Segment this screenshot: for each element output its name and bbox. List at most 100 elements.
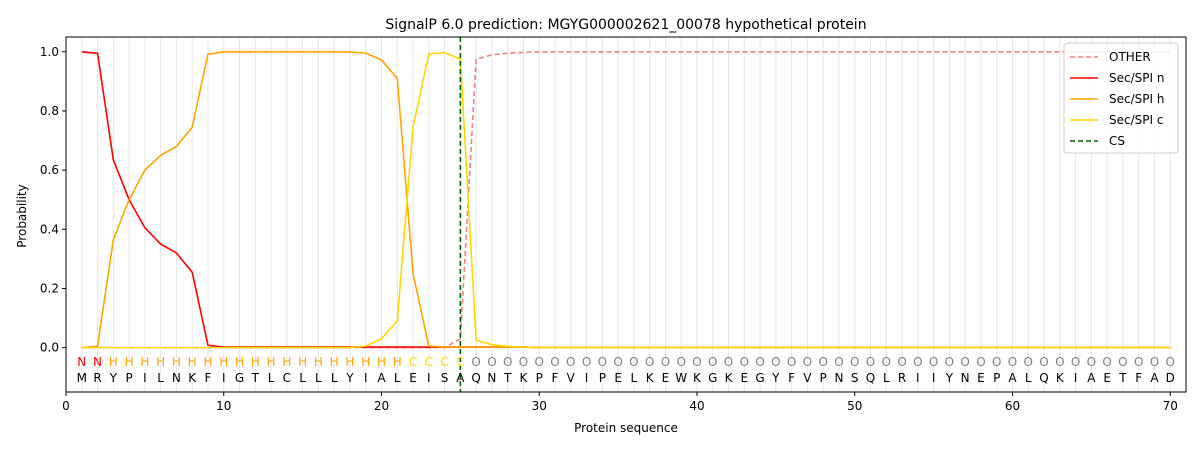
region-label: H [219,355,228,369]
sequence-residue: I [1074,371,1078,385]
region-label: O [787,355,796,369]
sequence-residue: W [675,371,687,385]
sequence-residue: V [567,371,576,385]
sequence-residue: I [916,371,920,385]
region-label: O [1055,355,1064,369]
region-label: O [598,355,607,369]
sequence-residue: F [552,371,559,385]
sequence-residue: N [834,371,843,385]
sequence-residue: Y [109,371,118,385]
series-line-sec-spi-n [81,50,1171,349]
region-label: C [425,355,433,369]
y-tick-label: 1.0 [40,45,59,59]
region-label: O [661,355,670,369]
sequence-residue: Y [345,371,354,385]
sequence-residue: L [157,371,164,385]
plot-frame [65,36,1187,393]
x-axis-label: Protein sequence [574,421,678,435]
chart-title: SignalP 6.0 prediction: MGYG000002621_00… [385,17,866,33]
sequence-residue: I [932,371,936,385]
region-label: C [456,355,464,369]
sequence-residue: C [283,371,291,385]
region-label: O [882,355,891,369]
y-tick-label: 0.4 [40,222,59,236]
region-label: O [1008,355,1017,369]
region-label: O [1165,355,1174,369]
region-label: O [1150,355,1159,369]
y-tick-label: 0.0 [40,341,59,355]
x-tick-label: 30 [532,399,547,413]
series-line-sec-spi-c [81,51,1171,349]
region-label: O [992,355,1001,369]
region-label: O [960,355,969,369]
region-label: H [125,355,134,369]
region-label: H [377,355,386,369]
region-label: O [1071,355,1080,369]
region-label: O [929,355,938,369]
x-tick-label: 40 [689,399,704,413]
sequence-residue: R [93,371,101,385]
region-label: O [613,355,622,369]
x-tick-label: 70 [1163,399,1178,413]
region-label: H [140,355,149,369]
sequence-residue: I [222,371,226,385]
region-label: O [913,355,922,369]
sequence-residue: T [251,371,260,385]
region-label: O [897,355,906,369]
sequence-residue: E [662,371,670,385]
series-line-other [81,50,1171,349]
sequence-residue: L [315,371,322,385]
sequence-residue: E [741,371,749,385]
x-tick-label: 50 [847,399,862,413]
sequence-residue: A [1087,371,1096,385]
sequence-residue: Q [866,371,875,385]
region-label: O [708,355,717,369]
region-label: O [471,355,480,369]
region-label: N [77,355,86,369]
sequence-residue: G [235,371,244,385]
region-label: C [440,355,448,369]
sequence-residue: R [898,371,906,385]
region-label: O [582,355,591,369]
region-label: H [361,355,370,369]
region-label: O [850,355,859,369]
region-label: O [1134,355,1143,369]
sequence-residue: P [599,371,606,385]
region-label: O [535,355,544,369]
sequence-residue: T [503,371,512,385]
sequence-residue: Y [945,371,954,385]
sequence-residue: L [268,371,275,385]
sequence-residue: P [993,371,1000,385]
sequence-residue: I [427,371,431,385]
sequence-residue: G [755,371,764,385]
region-label: H [109,355,118,369]
sequence-residue: K [693,371,702,385]
legend-label: OTHER [1109,50,1151,64]
sequence-residue: I [143,371,147,385]
region-label: O [755,355,764,369]
sequence-residue: L [331,371,338,385]
sequence-residue: A [1150,371,1159,385]
region-label: O [1087,355,1096,369]
region-label: H [188,355,197,369]
legend-label: CS [1109,134,1125,148]
region-label: O [1024,355,1033,369]
region-label: H [345,355,354,369]
sequence-residue: K [646,371,655,385]
legend-label: Sec/SPI n [1109,71,1164,85]
region-label: H [203,355,212,369]
sequence-residue: G [708,371,717,385]
region-label: O [1039,355,1048,369]
sequence-residue: N [487,371,496,385]
y-tick-label: 0.2 [40,281,59,295]
y-tick-label: 0.6 [40,163,59,177]
sequence-residue: S [441,371,449,385]
region-label: O [803,355,812,369]
sequence-residue: K [188,371,197,385]
sequence-residue: N [172,371,181,385]
region-label: H [330,355,339,369]
sequence-residue: E [1103,371,1111,385]
sequence-residue: Q [1039,371,1048,385]
series-line-sec-spi-h [81,50,1171,349]
region-label: O [818,355,827,369]
